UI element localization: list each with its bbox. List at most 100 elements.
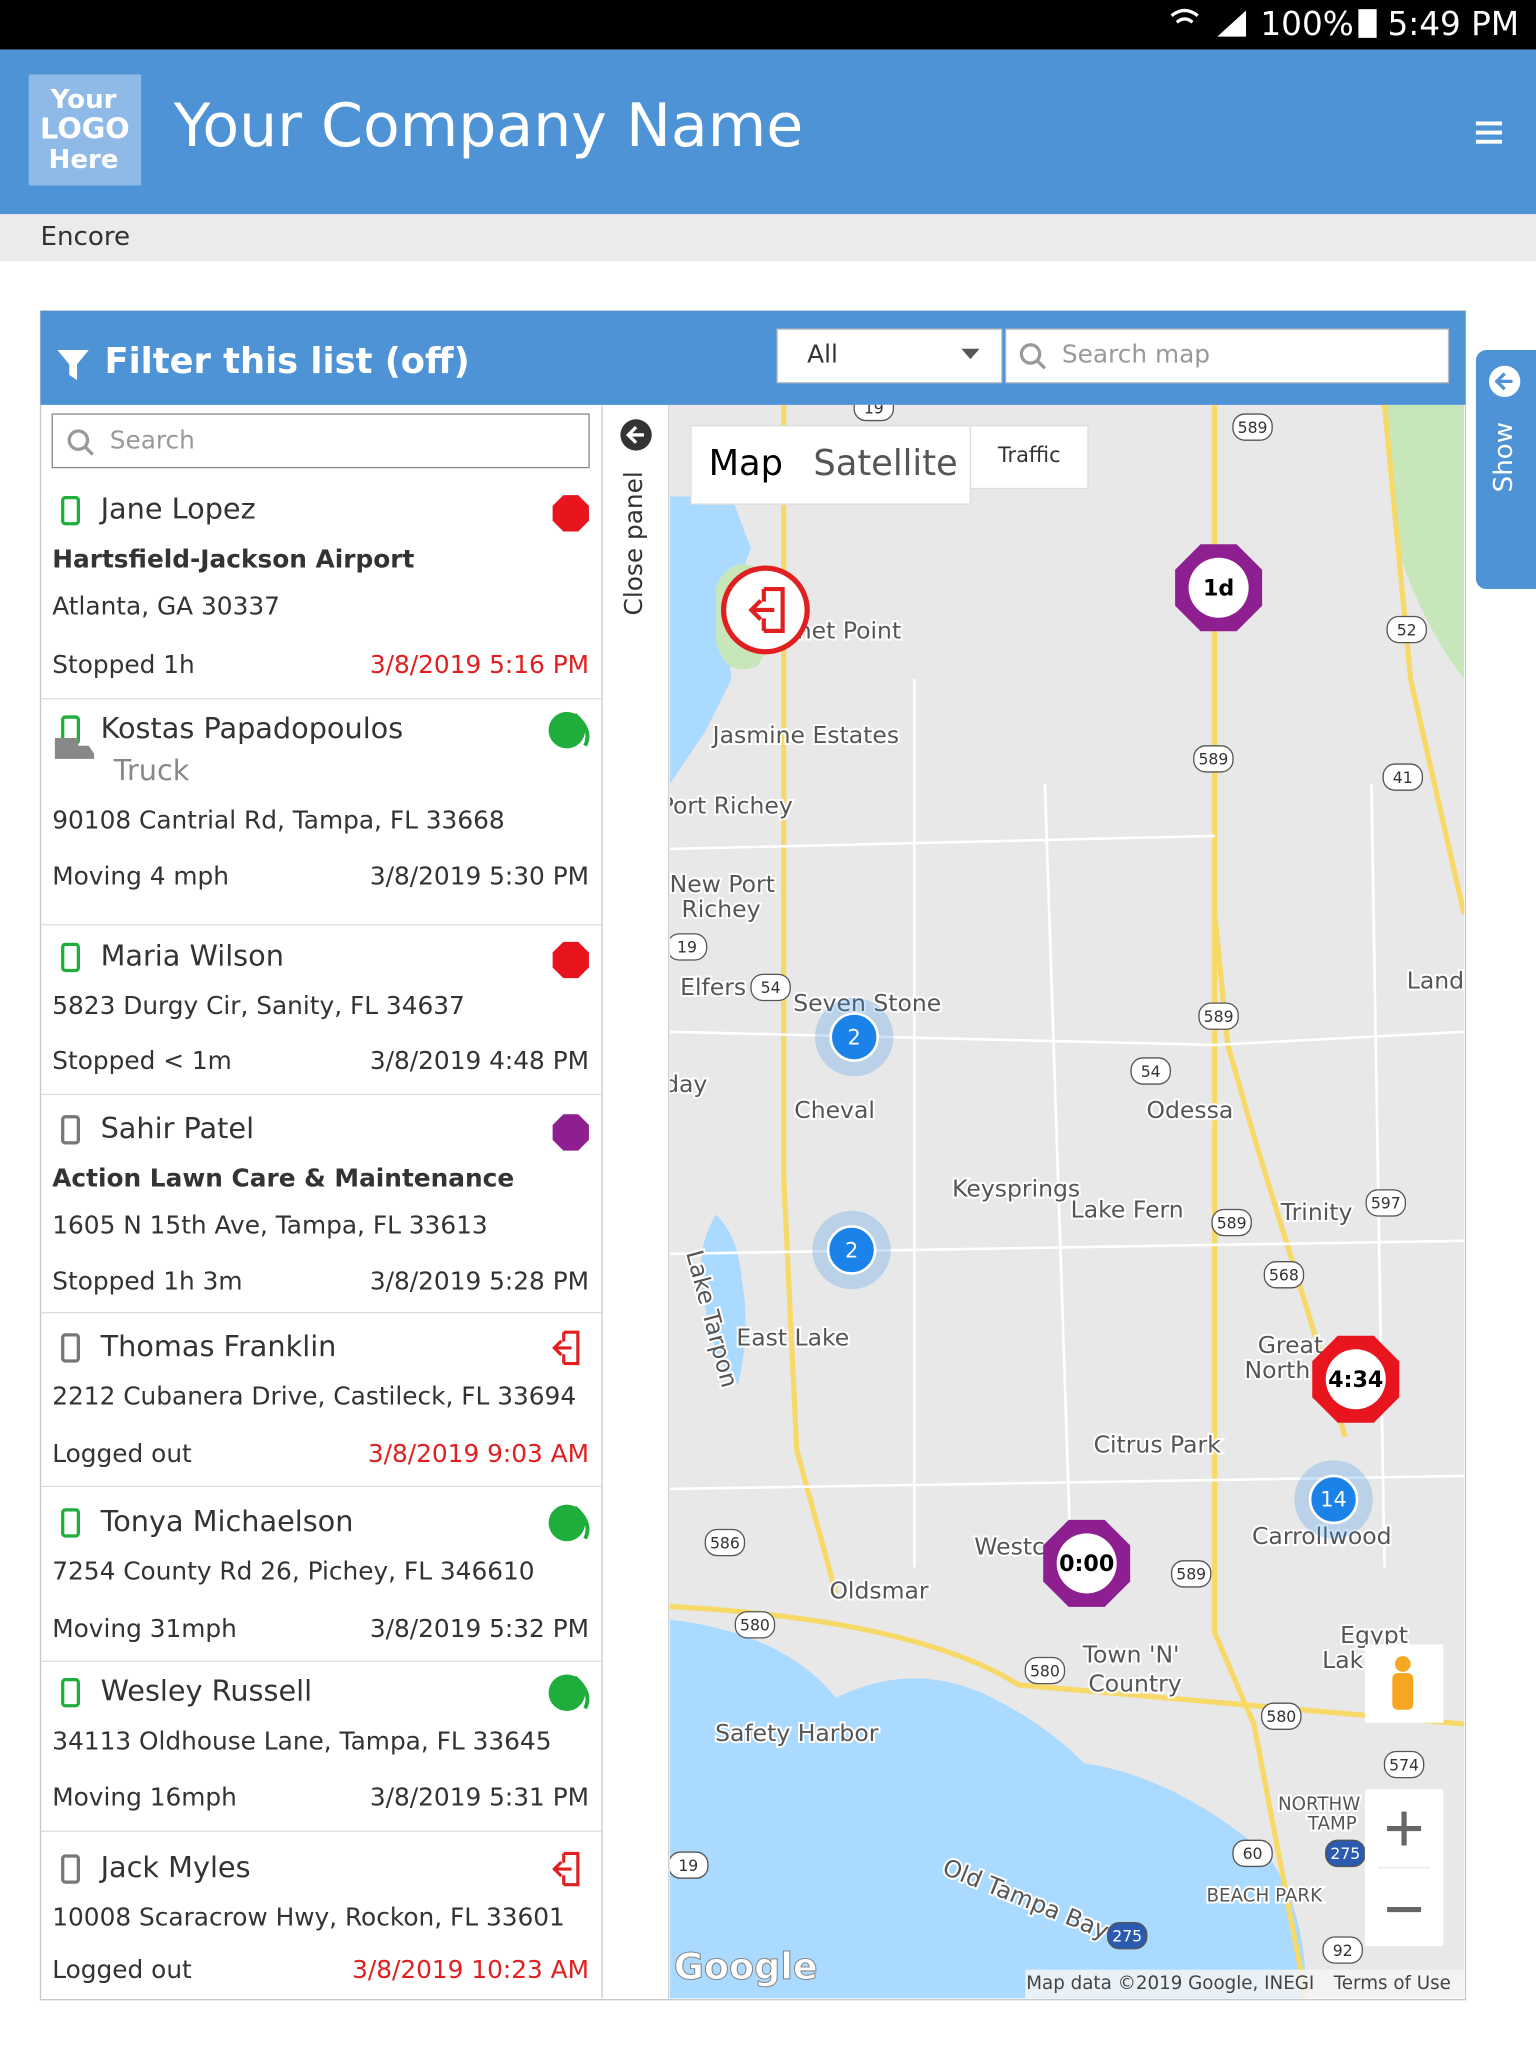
driver-name[interactable]: Kostas Papadopoulos	[101, 711, 404, 745]
zoom-in[interactable]	[1387, 1811, 1422, 1846]
bay-water	[670, 1619, 1307, 1999]
place-label: North	[1245, 1356, 1311, 1384]
driver-name[interactable]: Sahir Patel	[101, 1111, 254, 1145]
menu-button[interactable]	[1475, 121, 1503, 144]
menu-bar[interactable]	[1475, 139, 1503, 144]
device-icon	[61, 1854, 80, 1884]
select-caret[interactable]	[961, 348, 980, 360]
driver-name[interactable]: Jack Myles	[99, 1850, 251, 1884]
driver-item[interactable]: Kostas Papadopoulos Truck 90108 Cantrial R…	[40, 711, 603, 926]
driver-name[interactable]: Maria Wilson	[101, 938, 284, 972]
driver-item[interactable]: Jane Lopez Hartsfield-Jackson Airport Atla…	[40, 492, 603, 700]
attribution-bar	[1025, 1969, 1465, 1999]
pegman[interactable]	[1394, 1656, 1411, 1672]
status-icon	[573, 712, 590, 747]
select-value[interactable]: All	[807, 339, 838, 368]
place-label: Trinity	[1280, 1198, 1353, 1226]
select-box[interactable]	[776, 328, 1003, 384]
road-shield	[1261, 1702, 1302, 1730]
road-number: 275	[1112, 1926, 1142, 1945]
filter-icon[interactable]	[57, 350, 89, 381]
map-attribution: Map data ©2019 Google, INEGI	[1026, 1973, 1314, 1994]
status-icon	[552, 495, 589, 532]
driver-name[interactable]: Jane Lopez	[99, 492, 256, 526]
close-panel[interactable]: Close panel	[619, 471, 648, 615]
wifi-icon	[1170, 8, 1199, 24]
close-panel-arrow[interactable]	[625, 425, 644, 444]
marker-label[interactable]: 4:34	[1328, 1367, 1383, 1393]
pegman[interactable]	[1392, 1673, 1414, 1710]
place-label: Lak	[1322, 1646, 1363, 1674]
driver-item[interactable]: Tonya Michaelson 7254 County Rd 26, Piche…	[40, 1504, 603, 1663]
driver-name[interactable]: Wesley Russell	[101, 1674, 313, 1708]
cluster-marker[interactable]: 14	[1294, 1460, 1373, 1539]
address: 2212 Cubanera Drive, Castileck, FL 33694	[52, 1382, 576, 1411]
road-shield	[1365, 1189, 1407, 1217]
cluster-dot[interactable]	[1308, 1474, 1359, 1525]
cluster-count[interactable]: 2	[848, 1025, 861, 1049]
vehicle-marker[interactable]: 0:00	[1043, 1519, 1131, 1607]
filter-title[interactable]: Filter this list (off)	[104, 341, 469, 382]
marker-label[interactable]: 1d	[1203, 576, 1234, 602]
vehicle-marker[interactable]: 4:34	[1312, 1335, 1400, 1423]
status: Moving 31mph	[52, 1614, 237, 1643]
show-label[interactable]: Show	[1489, 422, 1519, 492]
map-search-box[interactable]	[1005, 328, 1450, 384]
place: Action Lawn Care & Maintenance	[52, 1163, 514, 1192]
marker-face[interactable]	[1188, 557, 1249, 618]
cluster-dot[interactable]	[826, 1225, 877, 1275]
cluster-marker[interactable]: 2	[812, 1210, 891, 1290]
terms-link[interactable]: Terms of Use	[1333, 1973, 1451, 1994]
driver-name[interactable]: Thomas Franklin	[100, 1329, 337, 1363]
road-number: 54	[761, 978, 781, 997]
road-shield	[704, 1528, 746, 1557]
logout-icon	[552, 1330, 580, 1366]
menu-bar[interactable]	[1475, 130, 1503, 135]
vehicle: Truck	[113, 753, 190, 787]
driver-item[interactable]: Thomas Franklin 2212 Cubanera Drive, Cast…	[40, 1329, 603, 1488]
status-icon	[552, 1114, 589, 1151]
map-type-satellite[interactable]: Satellite	[813, 443, 957, 484]
list-search-box[interactable]	[51, 413, 590, 469]
place-label: Land	[1407, 967, 1464, 995]
logo-box	[28, 74, 142, 186]
menu-bar[interactable]	[1475, 121, 1503, 126]
road-shield	[1106, 1921, 1148, 1950]
driver-item[interactable]: Maria Wilson 5823 Durgy Cir, Sanity, FL 3…	[40, 938, 603, 1096]
map-search-placeholder[interactable]: Search map	[1062, 339, 1210, 368]
search-icon	[83, 445, 94, 456]
driver-name[interactable]: Tonya Michaelson	[100, 1504, 354, 1538]
list-search-placeholder[interactable]: Search	[110, 425, 195, 454]
map-markers: 1d 4:34 0:00 2 2 14	[720, 544, 1400, 1607]
road-number: 19	[677, 938, 697, 957]
marker-face[interactable]	[1325, 1349, 1386, 1410]
road-number: 52	[1397, 620, 1417, 639]
driver-item[interactable]: Sahir Patel Action Lawn Care & Maintenanc…	[40, 1111, 603, 1314]
driver-item[interactable]: Jack Myles 10008 Scaracrow Hwy, Rockon, F…	[52, 1850, 589, 1984]
timestamp: 3/8/2019 10:23 AM	[352, 1955, 589, 1984]
road-shield	[1130, 1057, 1171, 1085]
cluster-dot[interactable]	[829, 1012, 880, 1062]
cluster-count[interactable]: 2	[845, 1238, 858, 1262]
road-number: 568	[1269, 1266, 1299, 1285]
highway	[781, 404, 839, 1595]
breadcrumb[interactable]: Encore	[40, 222, 130, 252]
vehicle-marker[interactable]: 1d	[1175, 544, 1263, 632]
timestamp: 3/8/2019 5:30 PM	[370, 862, 589, 891]
marker-face[interactable]	[1056, 1533, 1117, 1594]
device-icon	[61, 1333, 80, 1363]
show-tab[interactable]	[1475, 350, 1536, 590]
driver-item[interactable]: Wesley Russell 34113 Oldhouse Lane, Tampa…	[40, 1674, 603, 1832]
cluster-count[interactable]: 14	[1320, 1488, 1347, 1512]
logout-marker[interactable]	[720, 565, 810, 655]
marker-label[interactable]: 0:00	[1059, 1551, 1114, 1577]
road-shield	[1232, 413, 1273, 441]
address: 90108 Cantrial Rd, Tampa, FL 33668	[52, 806, 504, 835]
battery-level: 100%	[1260, 5, 1353, 43]
map-type-map[interactable]: Map	[709, 443, 783, 484]
cluster-marker[interactable]: 2	[815, 997, 894, 1077]
show-arrow[interactable]	[1494, 372, 1513, 391]
road-shield	[734, 1611, 776, 1639]
map-type-traffic[interactable]: Traffic	[997, 443, 1061, 467]
